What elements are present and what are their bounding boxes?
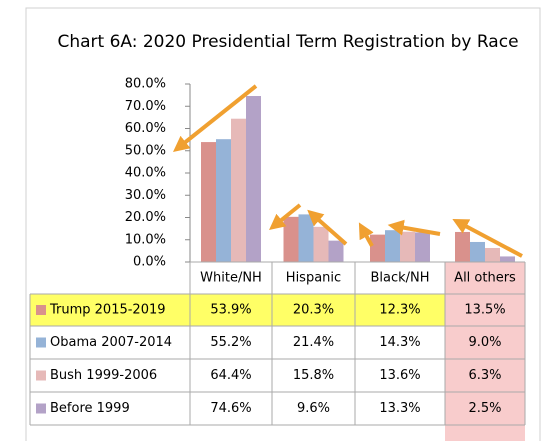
y-tick-label: 20.0%: [125, 210, 166, 225]
bar: [385, 230, 400, 262]
legend-label: Trump 2015-2019: [49, 303, 166, 318]
table-value: 6.3%: [468, 368, 501, 383]
bar: [246, 96, 261, 262]
bar: [415, 232, 430, 262]
bar: [283, 216, 299, 262]
table-value: 13.5%: [464, 303, 505, 318]
bar: [370, 234, 385, 262]
legend-swatch: [36, 305, 46, 315]
highlight-column: [445, 262, 525, 441]
arrow: [387, 219, 441, 236]
table-value: 53.9%: [210, 303, 251, 318]
legend-swatch: [36, 403, 46, 414]
bar: [485, 247, 500, 262]
x-tick-label: Black/NH: [370, 271, 429, 286]
table-value: 21.4%: [293, 335, 334, 350]
arrow: [269, 203, 302, 231]
bar: [201, 142, 216, 262]
table-value: 20.3%: [293, 303, 334, 318]
bar: [231, 118, 246, 263]
legend-label: Before 1999: [50, 401, 130, 416]
legend-swatch: [36, 370, 46, 381]
highlight-row: [30, 294, 445, 326]
bar: [455, 231, 470, 262]
y-tick-label: 0.0%: [133, 255, 166, 270]
annotation-arrows: [172, 84, 523, 258]
table-value: 9.6%: [297, 401, 330, 416]
table-value: 2.5%: [468, 401, 501, 416]
legend-label: Bush 1999-2006: [50, 368, 157, 383]
bar: [400, 231, 415, 262]
bar: [298, 214, 314, 262]
table-value: 14.3%: [379, 335, 420, 350]
bar: [216, 139, 231, 262]
table-value: 74.6%: [210, 401, 251, 416]
legend-label: Obama 2007-2014: [50, 335, 172, 350]
table-value: 9.0%: [468, 335, 501, 350]
y-tick-label: 10.0%: [125, 232, 166, 247]
x-tick-label: White/NH: [200, 271, 262, 286]
arrow: [172, 84, 258, 152]
arrow: [358, 222, 374, 247]
x-tick-label: All others: [454, 271, 516, 286]
bar: [470, 241, 485, 262]
bar: [313, 226, 329, 262]
legend-swatch: [36, 337, 46, 348]
table-value: 55.2%: [210, 335, 251, 350]
arrow: [307, 209, 348, 246]
table-value: 64.4%: [210, 368, 251, 383]
chart-title: Chart 6A: 2020 Presidential Term Registr…: [57, 32, 518, 52]
y-tick-label: 80.0%: [125, 77, 166, 92]
x-tick-label: Hispanic: [286, 271, 341, 286]
bar: [328, 240, 344, 262]
bar: [500, 256, 515, 262]
arrow: [452, 218, 523, 258]
table-value: 13.3%: [379, 401, 420, 416]
y-tick-label: 30.0%: [125, 188, 166, 203]
y-tick-label: 40.0%: [125, 166, 166, 181]
table-value: 12.3%: [379, 303, 420, 318]
y-tick-label: 50.0%: [125, 143, 166, 158]
y-tick-label: 60.0%: [125, 121, 166, 136]
y-tick-label: 70.0%: [125, 99, 166, 114]
table-value: 15.8%: [293, 368, 334, 383]
table-value: 13.6%: [379, 368, 420, 383]
